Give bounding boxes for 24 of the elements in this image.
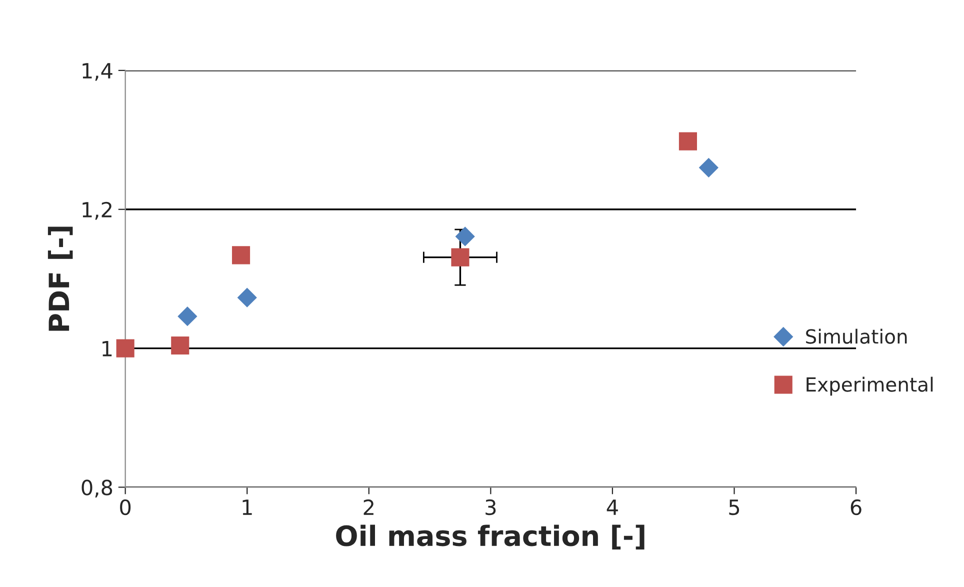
x-tick-label: 2 [364,499,374,515]
point [699,158,718,178]
x-tick-label: 1 [242,500,252,515]
point [451,248,470,266]
x-tick-label: 4 [606,500,618,515]
x-tick-label: 5 [729,500,740,516]
x-axis-title: Oil mass fraction [-] [336,524,644,550]
legend-label: Experimental [806,376,933,396]
y-tick-label: 1,2 [82,202,112,220]
x-tick-label: 3 [486,499,496,516]
point [178,306,197,326]
x-tick-label: 0 [120,499,131,516]
point [232,246,250,264]
legend-label: Simulation [806,328,907,344]
y-tick-label: 1 [102,341,112,356]
y-axis-title: PDF [-] [48,226,73,331]
point [116,339,134,358]
point [678,132,697,150]
y-tick-label: 0,8 [82,480,112,498]
point [238,288,257,308]
y-tick-label: 1,4 [82,63,112,81]
x-tick-label: 6 [850,499,862,516]
point [171,336,190,355]
point [456,226,475,246]
